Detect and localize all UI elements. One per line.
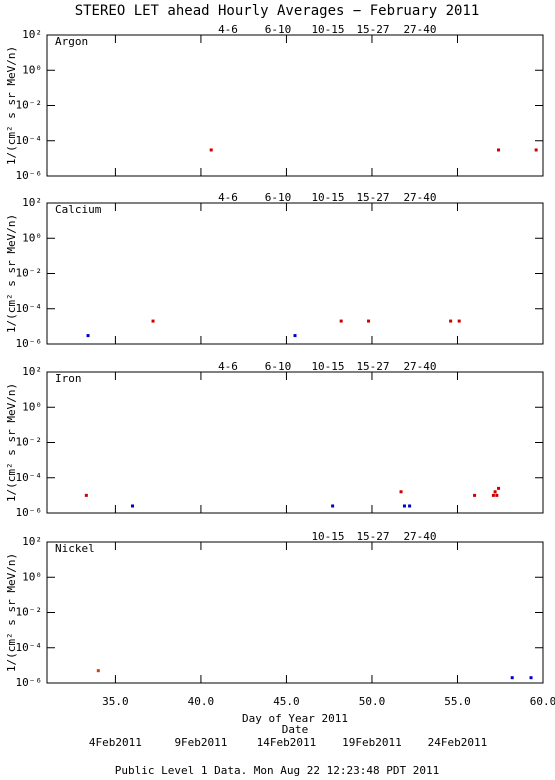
data-point <box>86 334 90 338</box>
panel-name: Iron <box>55 372 82 385</box>
data-point <box>339 319 343 323</box>
x-tick-label: 50.0 <box>359 695 386 708</box>
legend-entry: 10-15 <box>311 23 344 36</box>
y-axis-title: 1/(cm² s sr MeV/n) <box>5 214 18 333</box>
data-point <box>534 148 538 152</box>
legend-entry: 6-10 <box>265 360 292 373</box>
data-point <box>529 676 533 680</box>
y-axis-title: 1/(cm² s sr MeV/n) <box>5 383 18 502</box>
legend-entry: 27-40 <box>403 23 436 36</box>
data-point <box>131 504 135 508</box>
data-point <box>491 493 495 497</box>
data-point <box>457 319 461 323</box>
data-point <box>497 486 501 490</box>
x2-axis-title: Date <box>282 723 309 736</box>
plot-frame <box>46 202 544 345</box>
y-tick-label: 10⁻² <box>16 99 43 112</box>
plot-frame <box>46 34 544 177</box>
x2-tick-label: 14Feb2011 <box>257 736 317 749</box>
data-point <box>399 490 403 494</box>
legend-entry: 4-6 <box>218 23 238 36</box>
y-tick-label: 10² <box>22 196 42 209</box>
x2-tick-label: 9Feb2011 <box>174 736 227 749</box>
y-tick-label: 10⁻² <box>16 267 43 280</box>
y-tick-label: 10⁻⁴ <box>16 641 43 654</box>
y-tick-label: 10⁻⁶ <box>16 337 43 350</box>
legend-entry: 6-10 <box>265 191 292 204</box>
y-tick-label: 10² <box>22 535 42 548</box>
legend-entry: 27-40 <box>403 360 436 373</box>
data-point <box>209 148 213 152</box>
y-tick-label: 10² <box>22 365 42 378</box>
x-tick-label: 55.0 <box>444 695 471 708</box>
data-point <box>473 493 477 497</box>
y-tick-label: 10⁻⁶ <box>16 676 43 689</box>
data-point <box>495 493 499 497</box>
y-tick-label: 10⁻² <box>16 606 43 619</box>
legend-entry: 15-27 <box>356 530 389 543</box>
y-tick-label: 10⁻⁶ <box>16 506 43 519</box>
data-point <box>510 676 514 680</box>
y-tick-label: 10⁻⁴ <box>16 302 43 315</box>
x2-tick-label: 4Feb2011 <box>89 736 142 749</box>
legend-entry: 4-6 <box>218 191 238 204</box>
data-point <box>331 504 335 508</box>
y-tick-label: 10⁰ <box>22 400 42 413</box>
data-point <box>84 493 88 497</box>
data-point <box>497 148 501 152</box>
legend-entry: 10-15 <box>311 360 344 373</box>
panel-name: Calcium <box>55 203 102 216</box>
y-tick-label: 10⁻⁴ <box>16 134 43 147</box>
x-axis-title: Day of Year 2011 <box>242 712 348 725</box>
data-point <box>493 490 497 494</box>
x-tick-label: 40.0 <box>188 695 215 708</box>
data-point <box>367 319 371 323</box>
x-tick-label: 35.0 <box>102 695 129 708</box>
y-tick-label: 10² <box>22 28 42 41</box>
y-tick-label: 10⁰ <box>22 570 42 583</box>
plot-frame <box>46 541 544 684</box>
legend-entry: 6-10 <box>265 23 292 36</box>
y-tick-label: 10⁻⁴ <box>16 471 43 484</box>
legend-entry: 27-40 <box>403 530 436 543</box>
legend-entry: 15-27 <box>356 360 389 373</box>
x2-tick-label: 24Feb2011 <box>428 736 488 749</box>
footer: Public Level 1 Data. Mon Aug 22 12:23:48… <box>115 764 440 777</box>
data-point <box>96 669 100 673</box>
y-tick-label: 10⁻⁶ <box>16 169 43 182</box>
panel-name: Nickel <box>55 542 95 555</box>
x-tick-label: 45.0 <box>273 695 300 708</box>
data-point <box>293 334 297 338</box>
legend-entry: 4-6 <box>218 360 238 373</box>
legend-entry: 27-40 <box>403 191 436 204</box>
x2-tick-label: 19Feb2011 <box>342 736 402 749</box>
legend-entry: 10-15 <box>311 530 344 543</box>
y-tick-label: 10⁰ <box>22 231 42 244</box>
data-point <box>402 504 406 508</box>
legend-entry: 15-27 <box>356 23 389 36</box>
x-tick-label: 60.0 <box>530 695 555 708</box>
y-axis-title: 1/(cm² s sr MeV/n) <box>5 553 18 672</box>
y-tick-label: 10⁻² <box>16 436 43 449</box>
chart-title: STEREO LET ahead Hourly Averages − Febru… <box>75 3 480 19</box>
legend-entry: 10-15 <box>311 191 344 204</box>
y-axis-title: 1/(cm² s sr MeV/n) <box>5 46 18 165</box>
data-point <box>449 319 453 323</box>
data-point <box>408 504 412 508</box>
panel-name: Argon <box>55 35 88 48</box>
data-point <box>151 319 155 323</box>
y-tick-label: 10⁰ <box>22 63 42 76</box>
plot-frame <box>46 371 544 514</box>
legend-entry: 15-27 <box>356 191 389 204</box>
